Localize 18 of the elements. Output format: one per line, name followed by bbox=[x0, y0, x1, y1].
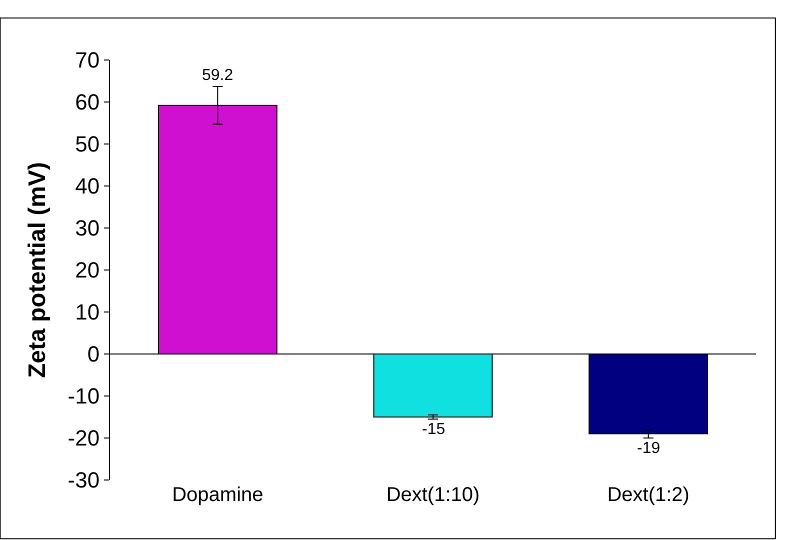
x-tick-label: Dext(1:2) bbox=[607, 484, 690, 506]
y-tick-label: 0 bbox=[87, 342, 100, 367]
y-tick-label: 50 bbox=[75, 132, 100, 157]
y-tick-label: 60 bbox=[75, 90, 100, 115]
y-tick-label: 30 bbox=[75, 216, 100, 241]
y-tick-label: -20 bbox=[68, 426, 100, 451]
y-tick-label: 40 bbox=[75, 174, 100, 199]
y-tick-label: 20 bbox=[75, 258, 100, 283]
x-tick-label: Dext(1:10) bbox=[386, 484, 480, 506]
y-tick-label: -10 bbox=[68, 384, 100, 409]
y-tick-label: 10 bbox=[75, 300, 100, 325]
x-tick-label: Dopamine bbox=[172, 484, 264, 506]
data-label: -19 bbox=[637, 440, 660, 457]
y-tick-label: 70 bbox=[75, 48, 100, 73]
y-tick-label: -30 bbox=[68, 468, 100, 493]
data-label: 59.2 bbox=[202, 67, 234, 84]
y-axis-title: Zeta potential (mV) bbox=[24, 162, 51, 378]
data-label: -15 bbox=[422, 421, 446, 438]
